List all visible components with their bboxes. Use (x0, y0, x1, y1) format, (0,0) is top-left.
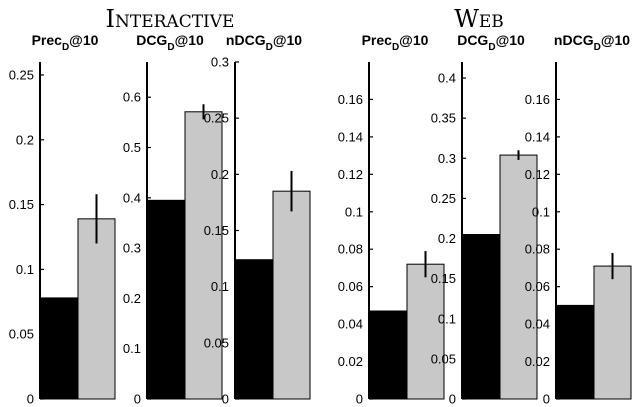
bar-baseline (556, 304, 595, 400)
y-tick-label: 0.6 (123, 90, 141, 105)
y-tick-label: 0.14 (525, 129, 550, 144)
panel-title-main: nDCG (226, 32, 266, 48)
y-tick-label: 0.5 (123, 140, 141, 155)
bar-proposed (272, 190, 311, 400)
y-tick-label: 0.35 (431, 111, 456, 126)
panel-1: DCGD@10 0 0.1 0.2 0.3 0.4 0.5 0.6 (123, 32, 223, 407)
y-tick-label: 0.25 (204, 111, 229, 126)
panel-title-suffix: @10 (175, 32, 204, 48)
y-tick-label: 0 (543, 392, 550, 407)
y-tick-label: 0.3 (438, 151, 456, 166)
y-tick-label: 0.02 (525, 354, 550, 369)
panel-title: PrecD@10 (362, 32, 429, 53)
bar-proposed (499, 154, 538, 400)
y-tick-label: 0.06 (525, 279, 550, 294)
y-tick-label: 0.15 (204, 223, 229, 238)
panel-0: PrecD@10 0 0.05 0.1 0.15 0.2 0.25 (9, 32, 116, 407)
y-tick-label: 0.1 (211, 279, 229, 294)
panel-title-suffix: @10 (273, 32, 302, 48)
y-tick-label: 0.15 (9, 197, 34, 212)
y-tick-label: 0.4 (438, 71, 456, 86)
panel-title-suffix: @10 (601, 32, 630, 48)
y-tick-label: 0.02 (338, 354, 363, 369)
y-tick-label: 0.1 (532, 204, 550, 219)
y-tick-label: 0.1 (345, 204, 363, 219)
y-tick-label: 0.3 (123, 241, 141, 256)
bar-baseline (462, 234, 501, 400)
panel-title-subscript: D (62, 42, 69, 53)
panel-title-subscript: D (488, 42, 495, 53)
panel-title-main: Prec (362, 32, 393, 48)
y-tick-label: 0.3 (211, 55, 229, 70)
panel-title-main: DCG (136, 32, 167, 48)
y-tick-label: 0.05 (204, 335, 229, 350)
panel-title: PrecD@10 (32, 32, 99, 53)
panel-title-subscript: D (594, 42, 601, 53)
panel-4: DCGD@10 0 0.05 0.1 0.15 0.2 0.25 0.3 0.35 0.4 (431, 32, 538, 407)
y-tick-label: 0.04 (338, 317, 363, 332)
panel-title-subscript: D (167, 42, 174, 53)
y-tick-label: 0 (27, 392, 34, 407)
group-title-web: Web (454, 5, 504, 33)
bar-proposed (593, 265, 632, 400)
y-tick-label: 0.16 (525, 92, 550, 107)
y-tick-label: 0.4 (123, 190, 141, 205)
panel-title: DCGD@10 (136, 32, 204, 53)
y-tick-label: 0.15 (431, 271, 456, 286)
y-tick-label: 0.08 (338, 242, 363, 257)
y-tick-label: 0.08 (525, 242, 550, 257)
panel-title: nDCGD@10 (226, 32, 302, 53)
y-tick-label: 0.16 (338, 92, 363, 107)
panel-title-main: Prec (32, 32, 63, 48)
panel-title: DCGD@10 (457, 32, 525, 53)
y-tick-label: 0.1 (123, 341, 141, 356)
y-tick-label: 0.25 (431, 191, 456, 206)
y-tick-label: 0.2 (123, 291, 141, 306)
y-tick-label: 0.06 (338, 279, 363, 294)
y-tick-label: 0 (222, 392, 229, 407)
y-tick-label: 0.2 (211, 167, 229, 182)
y-tick-label: 0.05 (9, 327, 34, 342)
panel-title-main: DCG (457, 32, 488, 48)
bar-baseline (369, 310, 408, 400)
panel-2: nDCGD@10 0 0.05 0.1 0.15 0.2 0.25 0.3 (204, 32, 311, 407)
y-tick-label: 0.04 (525, 317, 550, 332)
y-tick-label: 0.05 (431, 351, 456, 366)
y-tick-label: 0.12 (525, 167, 550, 182)
panel-title-suffix: @10 (399, 32, 428, 48)
bar-proposed (184, 111, 223, 400)
panels: PrecD@1000.050.10.150.20.25DCGD@1000.10.… (9, 32, 632, 407)
panel-3: PrecD@10 0 0.02 0.04 0.06 0.08 0.1 0.12 0.14 0.16 (338, 32, 445, 407)
y-tick-label: 0.1 (16, 262, 34, 277)
panel-title-suffix: @10 (69, 32, 98, 48)
panel-title-subscript: D (392, 42, 399, 53)
panel-5: nDCGD@10 0 0.02 0.04 0.06 0.08 0.1 0.12 0.14 0.16 (525, 32, 632, 407)
y-tick-label: 0 (356, 392, 363, 407)
panel-title-subscript: D (266, 42, 273, 53)
panel-title-suffix: @10 (496, 32, 525, 48)
bar-proposed (77, 218, 116, 400)
bar-baseline (40, 297, 79, 400)
panel-title: nDCGD@10 (554, 32, 630, 53)
bar-baseline (235, 259, 274, 400)
y-tick-label: 0.12 (338, 167, 363, 182)
bar-baseline (147, 199, 186, 400)
y-tick-label: 0 (134, 392, 141, 407)
y-tick-label: 0.14 (338, 129, 363, 144)
y-tick-label: 0.2 (16, 132, 34, 147)
y-tick-label: 0.1 (438, 311, 456, 326)
group-title-interactive: Interactive (106, 5, 235, 33)
panel-title-main: nDCG (554, 32, 594, 48)
y-tick-label: 0 (449, 392, 456, 407)
y-tick-label: 0.25 (9, 67, 34, 82)
y-tick-label: 0.2 (438, 231, 456, 246)
